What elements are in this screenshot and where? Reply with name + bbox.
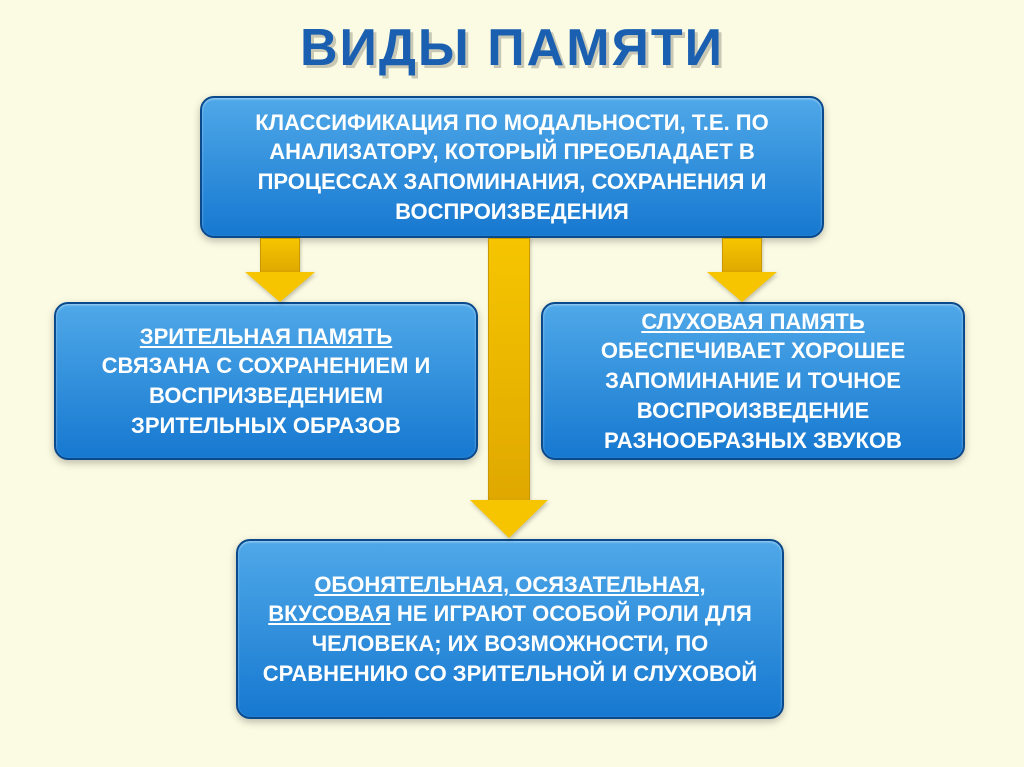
box-other-memory-content: ОБОНЯТЕЛЬНАЯ, ОСЯЗАТЕЛЬНАЯ, ВКУСОВАЯ НЕ … xyxy=(258,570,762,689)
box-visual-memory-text: СВЯЗАНА С СОХРАНЕНИЕМ И ВОСПРИЗВЕДЕНИЕМ … xyxy=(102,353,431,437)
arrow-center-shaft xyxy=(488,238,530,500)
arrow-center-head xyxy=(470,500,548,538)
box-visual-memory-content: ЗРИТЕЛЬНАЯ ПАМЯТЬ СВЯЗАНА С СОХРАНЕНИЕМ … xyxy=(76,322,456,441)
diagram-container: ВИДЫ ПАМЯТИ КЛАССИФИКАЦИЯ ПО МОДАЛЬНОСТИ… xyxy=(0,0,1024,767)
box-classification: КЛАССИФИКАЦИЯ ПО МОДАЛЬНОСТИ, Т.Е. ПО АН… xyxy=(200,96,824,238)
box-visual-memory-title: ЗРИТЕЛЬНАЯ ПАМЯТЬ xyxy=(140,324,392,349)
page-title: ВИДЫ ПАМЯТИ xyxy=(0,0,1024,78)
box-visual-memory: ЗРИТЕЛЬНАЯ ПАМЯТЬ СВЯЗАНА С СОХРАНЕНИЕМ … xyxy=(54,302,478,460)
box-classification-text: КЛАССИФИКАЦИЯ ПО МОДАЛЬНОСТИ, Т.Е. ПО АН… xyxy=(222,108,802,227)
box-other-memory: ОБОНЯТЕЛЬНАЯ, ОСЯЗАТЕЛЬНАЯ, ВКУСОВАЯ НЕ … xyxy=(236,539,784,719)
arrow-left-shaft xyxy=(260,238,300,272)
arrow-left-head xyxy=(245,272,315,302)
box-auditory-memory-title: СЛУХОВАЯ ПАМЯТЬ xyxy=(641,309,864,334)
arrow-right-shaft xyxy=(722,238,762,272)
box-auditory-memory: СЛУХОВАЯ ПАМЯТЬ ОБЕСПЕЧИВАЕТ ХОРОШЕЕ ЗАП… xyxy=(541,302,965,460)
title-text: ВИДЫ ПАМЯТИ xyxy=(300,18,724,78)
arrow-right-head xyxy=(707,272,777,302)
box-auditory-memory-text: ОБЕСПЕЧИВАЕТ ХОРОШЕЕ ЗАПОМИНАНИЕ И ТОЧНО… xyxy=(601,338,905,452)
box-auditory-memory-content: СЛУХОВАЯ ПАМЯТЬ ОБЕСПЕЧИВАЕТ ХОРОШЕЕ ЗАП… xyxy=(563,307,943,455)
